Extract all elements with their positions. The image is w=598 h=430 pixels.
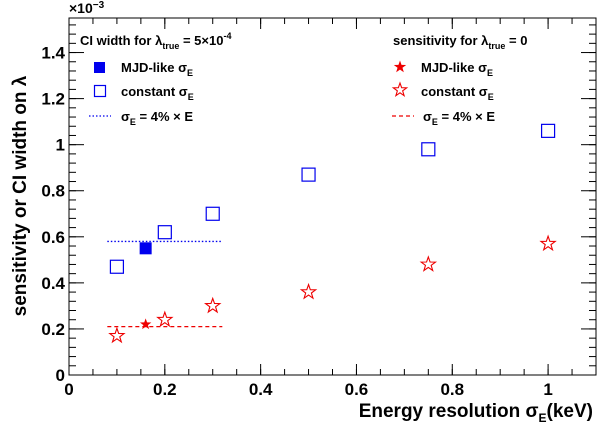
legend-ci-title: CI width for λtrue = 5×10-4 <box>80 31 231 51</box>
constant-square-point <box>421 142 436 157</box>
constant-square-point <box>205 206 220 221</box>
mjd-like-square-point <box>139 242 152 255</box>
y-tick-label: 0.6 <box>41 228 65 247</box>
legend-sens-mjd-label: MJD-like σE <box>421 60 493 78</box>
constant-square-point <box>157 225 172 240</box>
y-tick-label: 1.4 <box>41 44 65 63</box>
legend-sens-title: sensitivity for λtrue = 0 <box>393 33 527 51</box>
y-tick-label: 0 <box>56 366 65 385</box>
legend-ci-4pct-label: σE = 4% × E <box>121 109 193 127</box>
y-tick-label: 0.8 <box>41 182 65 201</box>
x-tick-label: 0.8 <box>440 380 464 399</box>
y-tick-label: 0.4 <box>41 274 65 293</box>
y-exponent-power: −3 <box>93 0 105 11</box>
constant-square-point <box>540 123 556 138</box>
x-tick-label: 0.4 <box>249 380 273 399</box>
x-tick-label: 0.2 <box>153 380 177 399</box>
constant-star-point <box>108 326 126 344</box>
y-axis-title: sensitivity or CI width on λ <box>10 75 31 316</box>
legend-constant-square-marker <box>93 84 107 98</box>
axis-ticks <box>68 18 597 376</box>
y-tick-label: 1.2 <box>41 90 65 109</box>
y-tick-label: 1 <box>56 136 65 155</box>
legend-ci-constant-label: constant σE <box>121 84 194 102</box>
legend-mjd-square-marker <box>94 62 105 73</box>
legend-ci-mjd-label: MJD-like σE <box>121 60 193 78</box>
legend-sensitivity: sensitivity for λtrue = 0 MJD-like σE co… <box>391 33 527 127</box>
data-marks <box>107 123 557 344</box>
x-tick-label: 0.6 <box>345 380 369 399</box>
y-exponent-label: ×10−3 <box>69 0 105 16</box>
constant-star-point <box>419 255 438 272</box>
constant-star-point <box>203 296 222 314</box>
legend-constant-star-marker <box>391 81 409 98</box>
constant-square-point <box>109 259 125 274</box>
legend-sens-4pct-label: σE = 4% × E <box>423 109 495 127</box>
legend-mjd-star-marker <box>393 60 407 73</box>
constant-star-point <box>299 282 318 300</box>
x-axis-title: Energy resolution σE(keV) <box>359 401 593 425</box>
constant-star-point <box>156 310 174 328</box>
mjd-like-star-point <box>139 318 152 330</box>
constant-square-point <box>301 167 316 182</box>
y-tick-label: 0.2 <box>41 320 65 339</box>
legend-sens-constant-label: constant σE <box>421 84 494 102</box>
x-tick-label: 1 <box>543 380 552 399</box>
x-tick-label: 0 <box>64 380 73 399</box>
tick-labels: 0 0.2 0.4 0.6 0.8 1 0 0.2 0.4 0.6 0.8 1 1.2 1.4 <box>41 44 552 399</box>
constant-star-point <box>539 234 557 252</box>
legend-ci-width: CI width for λtrue = 5×10-4 MJD-like σE … <box>80 31 231 127</box>
